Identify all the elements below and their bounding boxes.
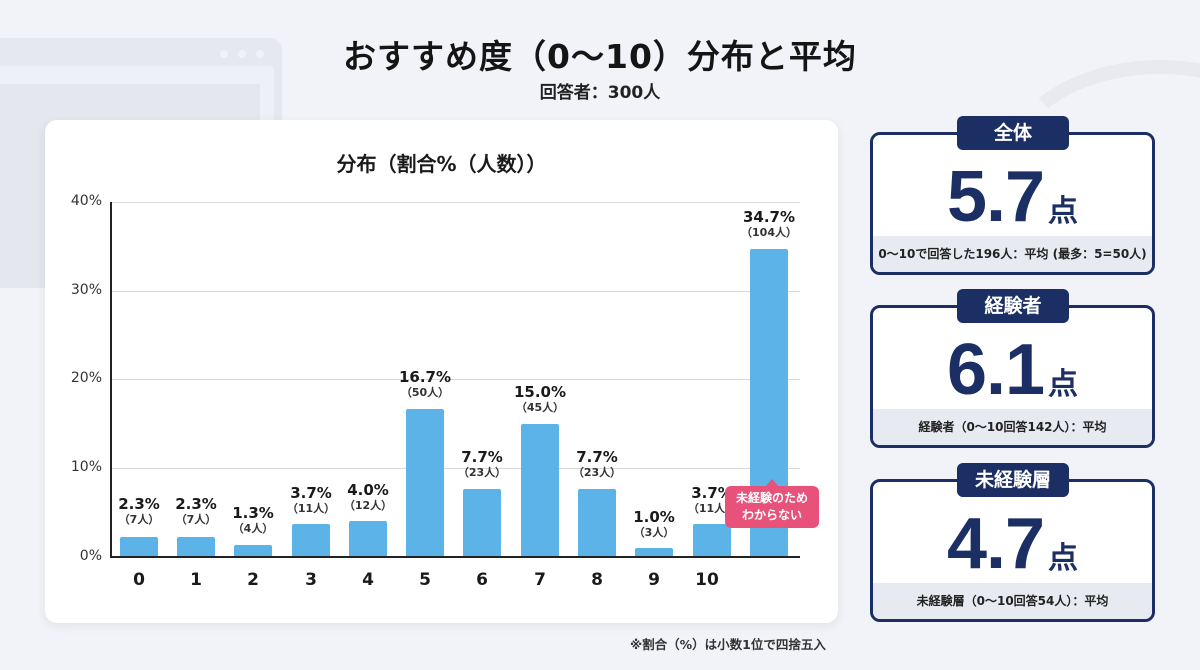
y-tick-0: 0% [79,548,102,564]
stat-card-experienced: 経験者 6.1 点 経験者（0〜10回答142人）：平均 [870,289,1155,448]
unknown-tag-line2: わからない [741,508,802,522]
bar-pct: 16.7% [398,368,452,386]
bar-pct: 34.7% [742,208,796,226]
bar-count: （7人） [118,513,160,526]
bar-count: （23人） [572,466,622,479]
bar-count: （104人） [741,226,797,239]
average-score: 5.7 [946,157,1045,237]
stat-card-value: 6.1 点 [873,330,1152,410]
bar-score-6 [463,489,501,557]
stat-card-note: 0〜10で回答した196人：平均 (最多：5=50人) [873,236,1152,272]
score-unit: 点 [1048,541,1079,576]
bar-count: （50人） [400,386,450,399]
bar-count: （23人） [457,466,507,479]
x-axis [110,556,800,558]
bar-score-7 [521,424,559,557]
gridline-10 [110,468,800,469]
bar-label-5: 16.7% （50人） [385,369,465,400]
unknown-category-tag: 未経験のため わからない [725,479,819,528]
bar-score-3 [292,524,330,557]
bar-pct: 3.7% [290,484,332,502]
bar-score-5 [406,409,444,557]
bar-count: （12人） [343,499,393,512]
stat-card-note: 経験者（0〜10回答142人）：平均 [873,409,1152,445]
x-tick-9: 9 [648,570,660,590]
bar-count: （3人） [633,526,675,539]
x-tick-8: 8 [591,570,603,590]
bar-pct: 7.7% [576,448,618,466]
stat-card-note: 未経験層（0〜10回答54人）：平均 [873,583,1152,619]
bar-pct: 15.0% [513,383,567,401]
y-axis [110,202,112,558]
bar-score-4 [349,521,387,557]
bar-pct: 2.3% [118,495,160,513]
gridline-20 [110,379,800,380]
window-dots-decoration [220,50,264,58]
bar-label-6: 7.7% （23人） [442,449,522,480]
bar-score-2 [234,545,272,557]
gridline-30 [110,291,800,292]
x-tick-1: 1 [190,570,202,590]
respondent-count: 回答者：300人 [539,83,661,103]
bar-score-9 [635,548,673,557]
stat-card-label: 未経験層 [957,463,1069,497]
y-tick-20: 20% [70,370,102,386]
y-tick-30: 30% [70,282,102,298]
bar-label-8: 7.7% （23人） [557,449,637,480]
x-tick-6: 6 [476,570,488,590]
y-tick-40: 40% [70,193,102,209]
bar-count: （7人） [175,513,217,526]
stat-card-label: 経験者 [957,289,1069,323]
bar-label-4: 4.0% （12人） [328,482,408,513]
average-score: 4.7 [946,504,1045,584]
x-tick-10: 10 [695,570,719,590]
chart-title: 分布（割合%（人数）） [336,152,547,176]
page-title: おすすめ度（0〜10）分布と平均 [343,37,857,76]
bar-label-2: 1.3% （4人） [213,505,293,536]
bar-score-1 [177,537,215,557]
average-score: 6.1 [946,330,1045,410]
bar-count: （45人） [515,401,565,414]
rounding-footnote: ※割合（%）は小数1位で四捨五入 [630,637,826,652]
bar-label-7: 15.0% （45人） [500,384,580,415]
bar-count: （4人） [232,522,274,535]
gridline-40 [110,202,800,203]
bar-label-9: 1.0% （3人） [614,509,694,540]
x-tick-5: 5 [419,570,431,590]
distribution-chart-card: 分布（割合%（人数）） 40% 30% 20% 10% 0% 2.3% （7人）… [45,120,838,623]
bar-pct: 3.7% [691,484,733,502]
stat-card-value: 4.7 点 [873,504,1152,584]
bar-score-10 [693,524,731,557]
x-tick-0: 0 [133,570,145,590]
bar-count: （11人） [286,502,336,515]
stat-card-label: 全体 [957,116,1069,150]
bar-pct: 1.3% [232,504,274,522]
bar-pct: 4.0% [347,481,389,499]
bar-label-3: 3.7% （11人） [271,485,351,516]
score-unit: 点 [1048,367,1079,402]
y-tick-10: 10% [70,459,102,475]
bar-score-0 [120,537,158,557]
bar-score-8 [578,489,616,557]
bar-count: （11人） [687,502,737,515]
bar-chart-plot: 40% 30% 20% 10% 0% 2.3% （7人） 2.3% （7人） 1… [71,193,800,590]
bar-pct: 2.3% [175,495,217,513]
x-tick-3: 3 [305,570,317,590]
bar-label-unknown: 34.7% （104人） [729,209,809,240]
bar-label-0: 2.3% （7人） [99,496,179,527]
bar-pct: 1.0% [633,508,675,526]
x-tick-4: 4 [362,570,374,590]
stat-card-value: 5.7 点 [873,157,1152,237]
score-unit: 点 [1048,194,1079,229]
unknown-tag-line1: 未経験のため [735,491,808,505]
stat-card-inexperienced: 未経験層 4.7 点 未経験層（0〜10回答54人）：平均 [870,463,1155,622]
bar-label-10: 3.7% （11人） [672,485,752,516]
bar-pct: 7.7% [461,448,503,466]
stat-card-overall: 全体 5.7 点 0〜10で回答した196人：平均 (最多：5=50人) [870,116,1155,275]
x-tick-7: 7 [534,570,546,590]
bar-label-1: 2.3% （7人） [156,496,236,527]
x-tick-2: 2 [247,570,259,590]
